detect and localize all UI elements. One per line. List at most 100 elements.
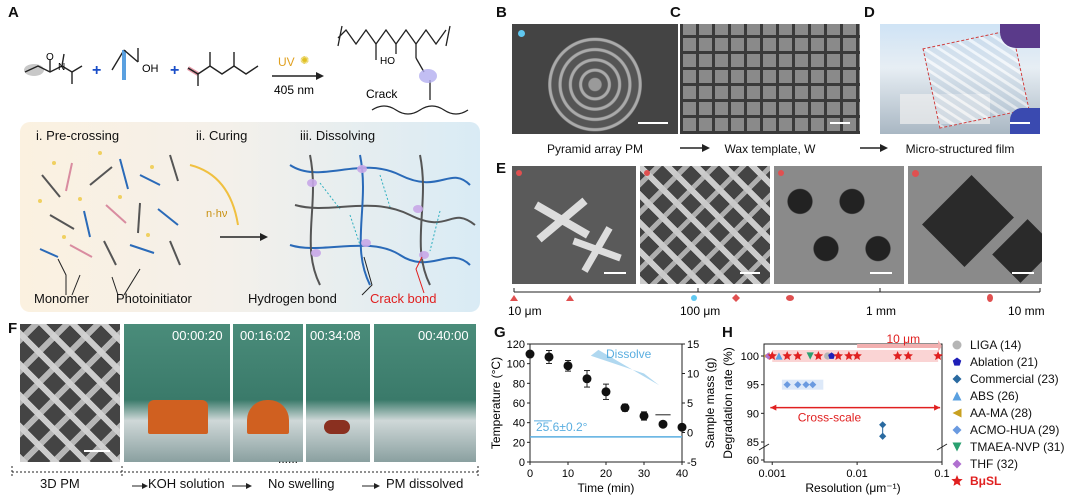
data-point — [544, 352, 554, 362]
svg-text:+: + — [92, 62, 101, 79]
uv-label: UV — [278, 55, 295, 69]
dissolve-label: Dissolve — [606, 347, 652, 361]
data-point — [933, 351, 943, 361]
anhydride-crosslinker — [186, 52, 259, 86]
legend-marker — [952, 391, 962, 400]
x-tick-label: 0.1 — [934, 468, 949, 480]
panel-label-c: C — [670, 4, 681, 21]
3d-pm-image — [20, 324, 120, 462]
data-point — [601, 387, 611, 397]
legend-marker — [952, 442, 962, 451]
micro-structured-film-image — [880, 24, 1040, 134]
data-point — [903, 351, 913, 361]
legend-marker — [952, 374, 962, 383]
sem-large-grid — [908, 166, 1042, 284]
tick-1mm: 1 mm — [866, 304, 896, 318]
data-point — [833, 351, 844, 361]
data-point — [525, 349, 535, 359]
x-axis-label: Resolution (μm⁻¹) — [805, 481, 900, 495]
legend-label: THF (32) — [970, 456, 1018, 471]
sem-snowflake — [512, 166, 636, 284]
caption-3d-pm: 3D PM — [40, 476, 80, 491]
y-tick-label: 90 — [747, 408, 759, 420]
marker-triangle — [510, 295, 518, 301]
annotation-10um: 10 μm — [887, 332, 921, 346]
axis-break — [758, 443, 770, 451]
y-tick-label: 60 — [513, 398, 525, 410]
y-tick-label: 85 — [747, 437, 759, 449]
legend-entry: ACMO-HUA (29) — [950, 421, 1078, 438]
axis-break — [936, 443, 948, 451]
legend-photoinitiator: Photoinitiator — [116, 291, 192, 306]
legend-label: Commercial (23) — [970, 371, 1059, 386]
o-atom: O — [46, 52, 54, 63]
x-tick-label: 0 — [527, 468, 533, 480]
data-point — [879, 432, 887, 440]
timestamp-4: 00:40:00 — [418, 328, 469, 343]
sun-icon: ✺ — [300, 55, 309, 67]
scale-marker-blue — [518, 30, 525, 37]
x-tick-label: 0.001 — [758, 468, 786, 480]
y-axis-label: Degradation rate (%) — [721, 347, 735, 458]
caption-no-swelling: No swelling — [268, 476, 335, 491]
data-point — [620, 403, 630, 413]
svg-text:+: + — [170, 62, 179, 79]
n-atom: N — [58, 62, 65, 73]
legend-label: ABS (26) — [970, 388, 1019, 403]
ellipsis: ...... — [278, 452, 299, 466]
y-tick-label: 60 — [747, 455, 759, 467]
data-point — [879, 421, 887, 429]
y-tick-label: 95 — [747, 380, 759, 392]
process-schematic — [20, 122, 480, 312]
y2-axis-label: Sample mass (g) — [703, 358, 717, 449]
y2-tick-label: 0 — [687, 428, 693, 440]
data-point — [806, 352, 814, 360]
sem-gyroid — [774, 166, 904, 284]
koh-frame-4 — [374, 324, 476, 462]
wax-template-image — [680, 24, 860, 134]
crack-label: Crack — [366, 87, 398, 101]
panel-label-d: D — [864, 4, 875, 21]
y-tick-label: 0 — [519, 457, 525, 469]
legend-marker — [951, 474, 963, 486]
oh-group: OH — [142, 63, 159, 75]
legend-label: Ablation (21) — [970, 354, 1039, 369]
legend-monomer: Monomer — [34, 291, 89, 306]
panel-label-g: G — [494, 324, 506, 341]
legend-crack-bond: Crack bond — [370, 291, 437, 306]
y2-tick-label: 5 — [687, 398, 693, 410]
y-axis-label: Temperature (°C) — [490, 357, 503, 449]
data-point — [767, 351, 777, 361]
legend-label: TMAEA-NVP (31) — [970, 439, 1065, 454]
y-tick-label: 20 — [513, 437, 525, 449]
ho-group: HO — [380, 56, 395, 67]
x-tick-label: 0.01 — [846, 468, 867, 480]
panel-label-h: H — [722, 324, 733, 341]
pyramid-array-image — [512, 24, 678, 134]
y2-tick-label: 15 — [687, 339, 699, 351]
plot-frame — [763, 343, 943, 463]
cross-scale-label: Cross-scale — [798, 411, 862, 425]
temperature-label: 25.6±0.2° — [536, 420, 588, 434]
data-point — [813, 351, 824, 361]
legend-entry: LIGA (14) — [950, 336, 1078, 353]
dma-monomer — [24, 53, 83, 84]
crack-site — [419, 69, 437, 83]
legend-entry: THF (32) — [950, 455, 1078, 472]
legend-marker — [952, 357, 962, 366]
legend-entry: Ablation (21) — [950, 353, 1078, 370]
legend-entry: AA-MA (28) — [950, 404, 1078, 421]
panel-label-f: F — [8, 320, 18, 337]
legend-hydrogen-bond: Hydrogen bond — [248, 291, 337, 306]
timeline-bracket — [11, 466, 479, 489]
network-illustration: n·hν — [38, 151, 476, 296]
caption-c: Wax template, W — [724, 142, 816, 156]
sem-lattice — [640, 166, 770, 284]
data-point — [639, 411, 649, 421]
caption-koh: KOH solution — [148, 476, 225, 491]
dissolve-arrow — [590, 349, 660, 386]
tick-10mm: 10 mm — [1008, 304, 1045, 318]
x-tick-label: 30 — [638, 468, 650, 480]
panel-label-b: B — [496, 4, 507, 21]
cross-scale-arrow-left — [770, 404, 777, 411]
